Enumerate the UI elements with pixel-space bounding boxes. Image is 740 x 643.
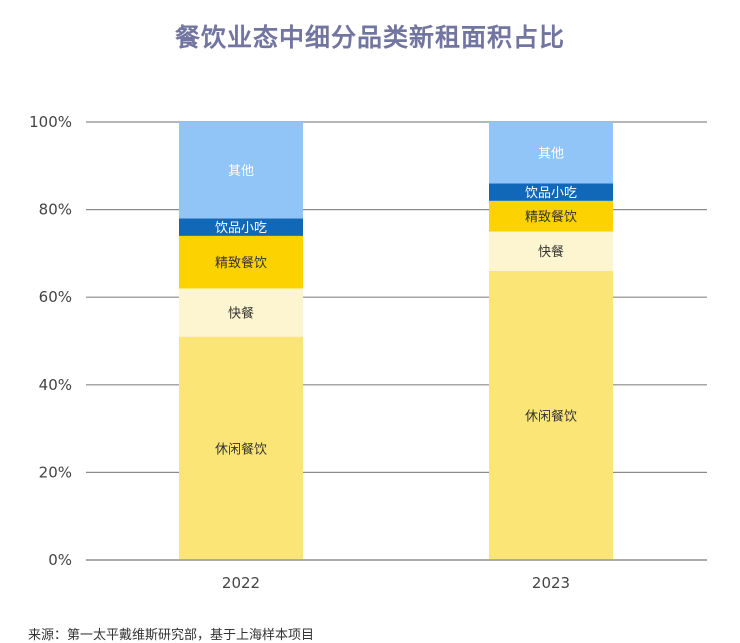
x-tick-label: 2022: [222, 574, 260, 592]
bar-segment: [179, 235, 303, 289]
bar-segment: [489, 200, 613, 232]
bar-segment: [179, 122, 303, 219]
segment-label: 快餐: [538, 244, 564, 260]
stacked-bar-chart: 0%20%40%60%80%100%休闲餐饮快餐精致餐饮饮品小吃其他2022休闲…: [29, 113, 707, 592]
y-tick-label: 20%: [39, 463, 72, 481]
segment-label: 快餐: [228, 306, 254, 322]
bar-segment: [489, 231, 613, 271]
y-tick-label: 80%: [39, 201, 72, 219]
y-tick-label: 40%: [39, 376, 72, 394]
segment-label: 精致餐饮: [525, 209, 577, 225]
source-note: 来源：第一太平戴维斯研究部，基于上海样本项目: [28, 628, 315, 643]
segment-label: 其他: [228, 164, 254, 179]
segment-label: 饮品小吃: [525, 185, 577, 201]
chart-title: 餐饮业态中细分品类新租面积占比: [174, 23, 565, 52]
bar-segment: [489, 270, 613, 560]
x-tick-label: 2023: [532, 574, 570, 592]
segment-label: 精致餐饮: [215, 255, 267, 271]
y-tick-label: 60%: [39, 288, 72, 306]
segment-label: 其他: [538, 147, 564, 162]
bar-segment: [489, 183, 613, 201]
y-tick-label: 100%: [29, 113, 72, 131]
bar-segment: [489, 122, 613, 184]
segment-label: 饮品小吃: [215, 220, 267, 236]
bar-segment: [179, 288, 303, 337]
bar-segment: [179, 336, 303, 560]
bar-segment: [179, 218, 303, 236]
segment-label: 休闲餐饮: [215, 441, 267, 457]
y-tick-label: 0%: [48, 551, 72, 569]
segment-label: 休闲餐饮: [525, 408, 577, 424]
